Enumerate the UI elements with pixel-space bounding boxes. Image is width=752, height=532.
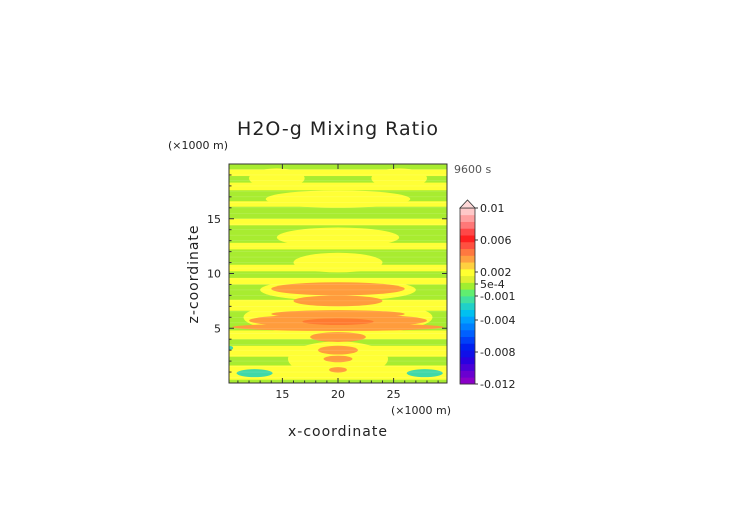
colorbar-segment <box>460 370 475 378</box>
colorbar-segment <box>460 296 475 304</box>
colorbar <box>459 199 476 385</box>
yellow-region <box>276 227 400 248</box>
colorbar-segment <box>460 316 475 324</box>
yellow-band <box>229 182 447 191</box>
colorbar-segment <box>460 228 475 236</box>
colorbar-segment <box>460 356 475 365</box>
x-tick-label: 20 <box>331 388 345 401</box>
cyan-region <box>236 369 273 378</box>
orange-region <box>329 367 347 373</box>
cyan-region <box>406 369 443 378</box>
chart-title: H2O-g Mixing Ratio <box>237 118 439 140</box>
orange-region <box>310 332 366 342</box>
colorbar-segment <box>460 289 475 297</box>
colorbar-label: 0.01 <box>480 202 505 215</box>
colorbar-segment <box>460 275 475 283</box>
yellow-region <box>371 168 427 189</box>
colorbar-arrow <box>459 199 476 209</box>
orange-region <box>302 318 374 325</box>
colorbar-segment <box>460 241 475 250</box>
colorbar-segment <box>460 262 475 270</box>
y-axis-label: z-coordinate <box>186 224 202 323</box>
x-tick-label: 15 <box>275 388 289 401</box>
colorbar-segment <box>460 221 475 229</box>
colorbar-label: 0.006 <box>480 234 512 247</box>
time-label: 9600 s <box>454 163 491 176</box>
orange-region <box>271 310 405 318</box>
orange-region <box>293 295 383 307</box>
colorbar-label: -0.012 <box>480 378 515 391</box>
x-tick-label: 25 <box>387 388 401 401</box>
colorbar-segment <box>460 363 475 371</box>
colorbar-label: 5e-4 <box>480 278 505 291</box>
x-axis-unit: (×1000 m) <box>391 404 451 417</box>
y-tick-label: 15 <box>207 213 221 226</box>
colorbar-segment <box>460 208 475 216</box>
colorbar-segment <box>460 309 475 317</box>
colorbar-segment <box>460 235 475 243</box>
yellow-region <box>293 252 383 273</box>
colorbar-segment <box>460 302 475 310</box>
colorbar-label: 0.002 <box>480 266 512 279</box>
y-axis-unit: (×1000 m) <box>168 139 228 152</box>
yellow-region <box>265 190 411 208</box>
cyan-region <box>229 345 234 350</box>
y-tick-label: 10 <box>207 268 221 281</box>
colorbar-label: -0.004 <box>480 314 515 327</box>
colorbar-segment <box>460 268 475 277</box>
colorbar-segment <box>460 255 475 263</box>
orange-region <box>271 282 405 296</box>
colorbar-segment <box>460 336 475 344</box>
yellow-band <box>229 218 447 226</box>
colorbar-segment <box>460 248 475 256</box>
colorbar-label: -0.008 <box>480 346 515 359</box>
colorbar-segment <box>460 343 475 351</box>
x-axis: 15 20 25 <box>237 164 439 401</box>
x-axis-label: x-coordinate <box>288 424 388 440</box>
colorbar-segment <box>460 377 475 385</box>
y-tick-label: 5 <box>214 322 221 335</box>
y-axis: 5 10 15 <box>207 174 447 373</box>
colorbar-segment <box>460 282 475 290</box>
yellow-band <box>229 169 447 177</box>
colorbar-label: -0.001 <box>480 290 515 303</box>
colorbar-segment <box>460 329 475 338</box>
colorbar-segment <box>460 350 475 358</box>
colorbar-segment <box>460 323 475 331</box>
orange-region <box>317 345 359 355</box>
colorbar-segment <box>460 214 475 222</box>
heatmap-field <box>229 164 447 383</box>
orange-region <box>323 355 353 363</box>
yellow-region <box>249 168 305 189</box>
orange-region <box>232 323 444 331</box>
